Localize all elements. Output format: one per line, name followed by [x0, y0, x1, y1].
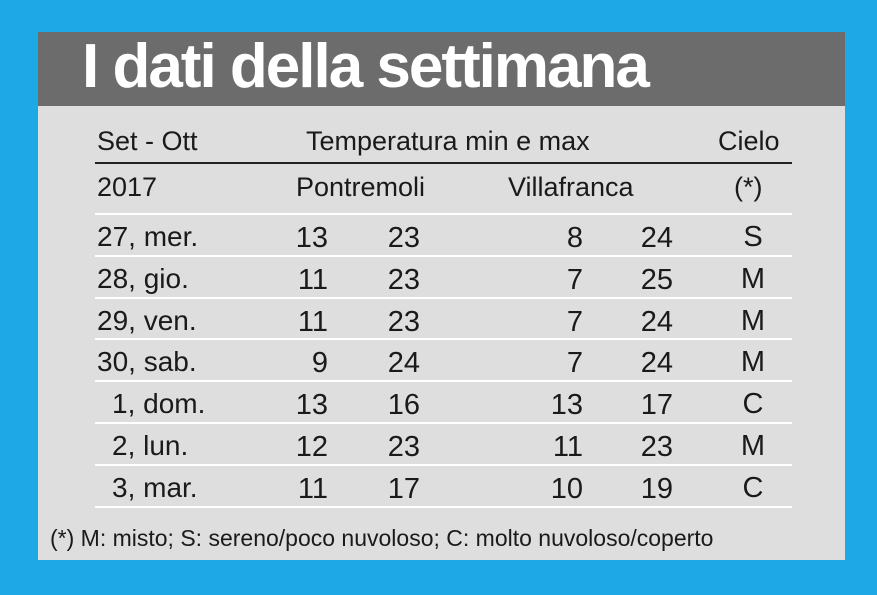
title: I dati della settimana [82, 32, 650, 101]
sky-cell: C [742, 471, 764, 504]
sky-cell: C [742, 388, 764, 421]
row-separator [95, 505, 792, 508]
row-separator [95, 422, 792, 424]
row-separator [95, 338, 792, 341]
temperature-cell: 24 [387, 347, 420, 380]
temperature-cell: 11 [297, 305, 328, 338]
temperature-cell: 13 [295, 389, 328, 422]
row-separator [95, 463, 792, 466]
date-cell: 29, ven. [97, 304, 197, 336]
column-header: Temperatura min e max [306, 126, 590, 156]
column-header: 2017 [97, 172, 158, 202]
column-header: Pontremoli [296, 172, 426, 202]
column-header: (*) [734, 172, 763, 202]
temperature-cell: 11 [297, 263, 328, 296]
row-separator [95, 380, 792, 383]
sky-cell: S [743, 221, 763, 253]
date-cell: 3, mar. [112, 471, 198, 503]
temperature-cell: 7 [566, 347, 583, 380]
temperature-cell: 8 [566, 222, 583, 254]
row-separator [95, 254, 792, 257]
temperature-cell: 11 [297, 472, 328, 505]
column-header: Villafranca [508, 172, 634, 202]
sky-cell: M [740, 430, 766, 462]
temperature-cell: 13 [295, 222, 328, 254]
temperature-cell: 23 [387, 263, 420, 296]
temperature-cell: 13 [550, 389, 583, 422]
temperature-cell: 12 [295, 431, 328, 463]
footnote: (*) M: misto; S: sereno/poco nuvoloso; C… [50, 525, 714, 551]
title-bar [38, 32, 845, 106]
row-separator [95, 296, 792, 299]
temperature-cell: 23 [640, 431, 673, 463]
column-header: Cielo [718, 126, 780, 156]
column-header: Set - Ott [97, 126, 198, 156]
sky-cell: M [740, 262, 766, 295]
temperature-cell: 9 [311, 347, 328, 380]
temperature-cell: 16 [387, 389, 420, 422]
temperature-cell: 24 [640, 222, 673, 254]
temperature-cell: 10 [550, 472, 583, 505]
panel [38, 32, 845, 560]
sky-cell: M [740, 304, 766, 337]
date-cell: 27, mer. [97, 221, 199, 252]
date-cell: 1, dom. [112, 388, 206, 420]
temperature-cell: 7 [566, 263, 583, 296]
temperature-cell: 17 [640, 389, 673, 422]
temperature-cell: 25 [640, 263, 673, 296]
date-cell: 2, lun. [112, 430, 189, 461]
header-rule [95, 162, 792, 164]
row-separator [95, 213, 792, 215]
date-cell: 30, sab. [97, 346, 197, 378]
temperature-cell: 19 [640, 472, 673, 505]
temperature-cell: 23 [387, 305, 420, 338]
temperature-cell: 17 [387, 472, 420, 505]
temperature-cell: 11 [552, 431, 583, 463]
temperature-cell: 24 [640, 347, 673, 380]
temperature-cell: 23 [387, 222, 420, 254]
date-cell: 28, gio. [97, 262, 189, 294]
temperature-cell: 24 [640, 305, 673, 338]
temperature-cell: 7 [566, 305, 583, 338]
sky-cell: M [740, 346, 766, 379]
temperature-cell: 23 [387, 431, 420, 463]
